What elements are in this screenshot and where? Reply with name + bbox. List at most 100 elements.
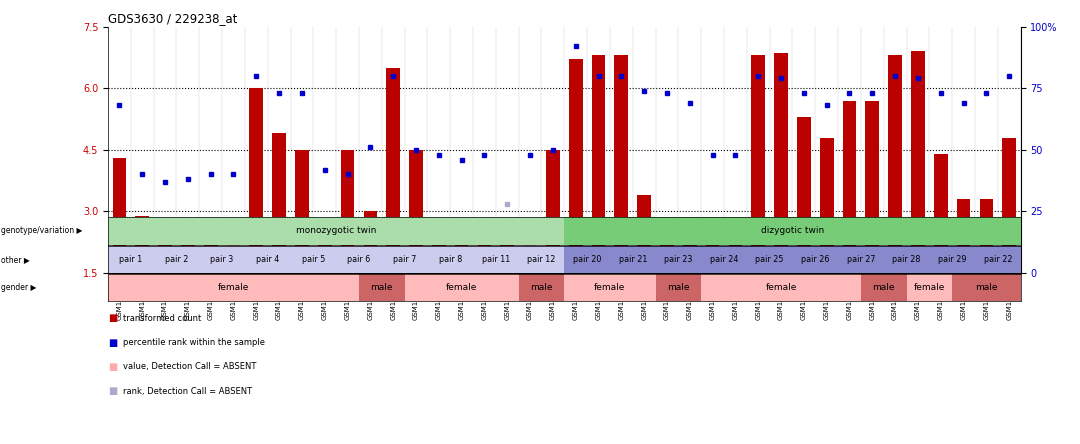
Bar [683,240,697,273]
Text: ■: ■ [108,313,118,323]
Bar [1002,138,1016,273]
FancyBboxPatch shape [975,246,1021,273]
FancyBboxPatch shape [564,217,1021,245]
FancyBboxPatch shape [245,246,291,273]
Bar [546,150,559,273]
Bar [752,56,765,273]
Bar [112,158,126,273]
Bar [295,150,309,273]
Text: male: male [370,283,393,292]
FancyBboxPatch shape [656,274,701,301]
Text: female: female [446,283,477,292]
FancyBboxPatch shape [428,246,473,273]
FancyBboxPatch shape [108,246,153,273]
Bar [181,222,194,273]
Text: monozygotic twin: monozygotic twin [296,226,376,235]
Text: pair 24: pair 24 [710,255,739,264]
FancyBboxPatch shape [473,246,518,273]
Bar [774,53,788,273]
FancyBboxPatch shape [793,246,838,273]
Text: ■: ■ [108,337,118,348]
Bar [888,56,902,273]
Bar [340,150,354,273]
Bar [980,199,994,273]
Bar [729,218,742,273]
Text: female: female [766,283,797,292]
Bar [318,218,332,273]
Text: pair 25: pair 25 [755,255,784,264]
FancyBboxPatch shape [564,246,610,273]
Text: pair 4: pair 4 [256,255,280,264]
FancyBboxPatch shape [656,246,701,273]
Text: female: female [218,283,249,292]
Text: ■: ■ [108,362,118,372]
FancyBboxPatch shape [564,274,656,301]
Text: genotype/variation ▶: genotype/variation ▶ [1,226,82,235]
Bar [409,150,423,273]
FancyBboxPatch shape [153,246,199,273]
Bar [158,224,172,273]
Text: ■: ■ [108,386,118,396]
Bar [660,230,674,273]
FancyBboxPatch shape [291,246,336,273]
FancyBboxPatch shape [610,246,656,273]
Bar [797,117,811,273]
Text: transformed count: transformed count [123,313,201,323]
Text: pair 6: pair 6 [348,255,370,264]
FancyBboxPatch shape [359,274,405,301]
Text: value, Detection Call = ABSENT: value, Detection Call = ABSENT [123,362,256,372]
FancyBboxPatch shape [906,274,953,301]
Text: gender ▶: gender ▶ [1,283,37,292]
FancyBboxPatch shape [929,246,975,273]
FancyBboxPatch shape [518,274,564,301]
Text: dizygotic twin: dizygotic twin [760,226,824,235]
Bar [204,222,217,273]
Bar [387,68,400,273]
Text: pair 8: pair 8 [438,255,462,264]
FancyBboxPatch shape [838,246,883,273]
FancyBboxPatch shape [108,274,359,301]
Text: female: female [594,283,625,292]
Text: pair 23: pair 23 [664,255,692,264]
Text: pair 11: pair 11 [482,255,510,264]
Bar [523,218,537,273]
FancyBboxPatch shape [405,274,518,301]
Bar [500,218,514,273]
FancyBboxPatch shape [953,274,1021,301]
FancyBboxPatch shape [336,246,382,273]
Text: pair 20: pair 20 [572,255,602,264]
Text: pair 27: pair 27 [847,255,875,264]
FancyBboxPatch shape [108,217,564,245]
FancyBboxPatch shape [861,274,906,301]
Text: other ▶: other ▶ [1,255,30,264]
FancyBboxPatch shape [883,246,929,273]
FancyBboxPatch shape [199,246,245,273]
Bar [705,218,719,273]
Text: pair 5: pair 5 [301,255,325,264]
Bar [592,56,606,273]
Text: rank, Detection Call = ABSENT: rank, Detection Call = ABSENT [123,387,253,396]
Bar [934,154,947,273]
Text: pair 26: pair 26 [801,255,829,264]
Bar [272,134,286,273]
Text: pair 22: pair 22 [984,255,1012,264]
Text: pair 3: pair 3 [211,255,233,264]
Text: pair 21: pair 21 [619,255,647,264]
Bar [569,59,582,273]
Bar [364,211,377,273]
Bar [842,101,856,273]
Bar [957,199,971,273]
Bar [637,195,651,273]
Text: male: male [667,283,690,292]
Text: GDS3630 / 229238_at: GDS3630 / 229238_at [108,12,238,25]
Bar [227,222,241,273]
Bar [432,218,446,273]
Bar [912,52,924,273]
Bar [477,218,491,273]
Text: pair 2: pair 2 [165,255,188,264]
Text: pair 12: pair 12 [527,255,556,264]
Text: pair 29: pair 29 [937,255,967,264]
Bar [865,101,879,273]
Text: female: female [914,283,945,292]
Bar [615,56,629,273]
